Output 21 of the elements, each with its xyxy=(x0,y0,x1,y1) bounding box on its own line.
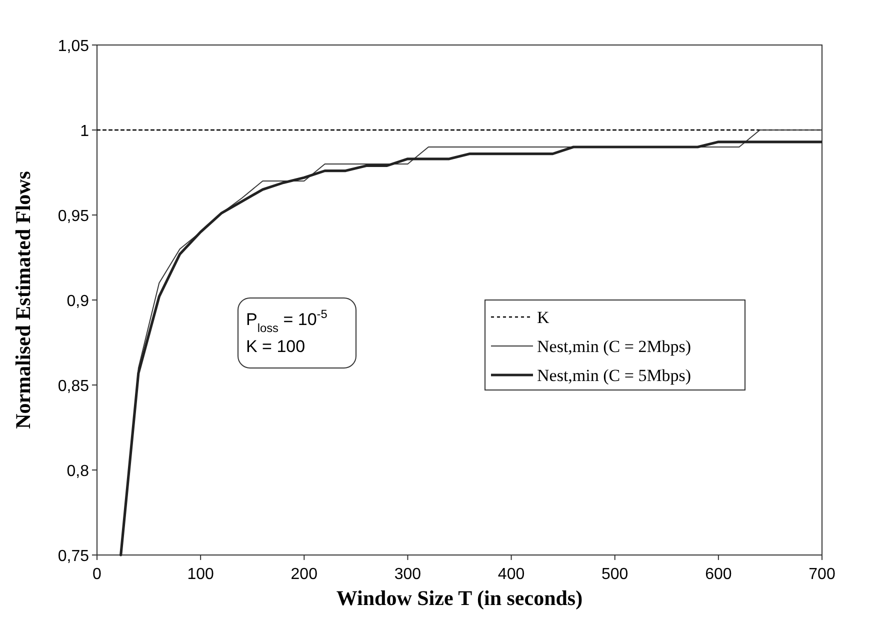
legend-label: K xyxy=(537,308,550,327)
x-tick-label: 0 xyxy=(92,566,102,583)
y-tick-label: 1,05 xyxy=(58,38,90,55)
x-tick-label: 400 xyxy=(498,566,525,583)
legend-label: Nest,min (C = 5Mbps) xyxy=(537,366,692,385)
x-tick-label: 300 xyxy=(394,566,422,583)
x-tick-label: 100 xyxy=(187,566,214,583)
y-tick-label: 0,8 xyxy=(66,463,90,480)
text: P$_{loss}$ = 10$^{-5}$ K = 100 xyxy=(246,307,328,356)
y-tick-label: 0,85 xyxy=(58,378,90,395)
x-tick-label: 500 xyxy=(602,566,628,583)
x-tick-label: 600 xyxy=(705,566,732,583)
y-axis-title: Normalised Estimated Flows xyxy=(11,171,35,429)
x-axis-title: Window Size T (in seconds) xyxy=(336,586,583,610)
y-tick-label: 0,75 xyxy=(58,548,90,565)
y-tick-label: 1 xyxy=(80,123,90,140)
legend-label: Nest,min (C = 2Mbps) xyxy=(537,337,692,356)
x-tick-label: 200 xyxy=(290,566,318,583)
y-tick-label: 0,95 xyxy=(58,208,90,225)
x-tick-label: 700 xyxy=(808,566,836,583)
y-tick-label: 0,9 xyxy=(66,293,90,310)
